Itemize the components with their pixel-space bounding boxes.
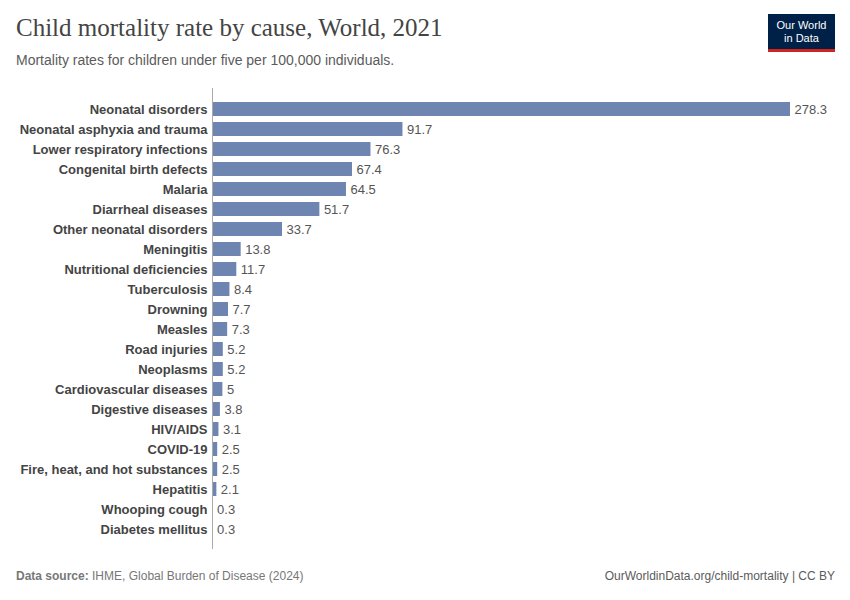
svg-text:3.1: 3.1 [223,422,241,437]
svg-text:Neonatal disorders: Neonatal disorders [90,102,208,117]
svg-text:2.5: 2.5 [222,462,240,477]
svg-text:67.4: 67.4 [356,162,381,177]
svg-text:64.5: 64.5 [350,182,375,197]
svg-text:Malaria: Malaria [163,182,209,197]
svg-text:COVID-19: COVID-19 [148,442,208,457]
svg-text:Fire, heat, and hot substances: Fire, heat, and hot substances [20,462,207,477]
svg-text:Neoplasms: Neoplasms [138,362,207,377]
svg-text:278.3: 278.3 [795,102,828,117]
svg-text:7.7: 7.7 [232,302,250,317]
svg-text:0.3: 0.3 [217,502,235,517]
svg-text:Digestive diseases: Digestive diseases [91,402,207,417]
svg-text:Diabetes mellitus: Diabetes mellitus [101,522,208,537]
html-text:Mortality rates for children u: Mortality rates for children under five … [16,52,395,68]
svg-text:Other neonatal disorders: Other neonatal disorders [53,222,208,237]
svg-text:11.7: 11.7 [241,262,265,277]
svg-text:5: 5 [227,382,234,397]
svg-text:91.7: 91.7 [407,122,432,137]
svg-text:Lower respiratory infections: Lower respiratory infections [33,142,208,157]
html-text:OurWorldinData.org/child-morta: OurWorldinData.org/child-mortality | CC … [604,569,835,583]
svg-text:Measles: Measles [157,322,208,337]
svg-text:5.2: 5.2 [227,362,245,377]
svg-text:5.2: 5.2 [227,342,245,357]
svg-text:Nutritional deficiencies: Nutritional deficiencies [64,262,207,277]
svg-text:2.1: 2.1 [221,482,239,497]
html-text:in Data: in Data [784,31,819,44]
svg-text:Cardiovascular diseases: Cardiovascular diseases [55,382,207,397]
html-text:Our World: Our World [776,18,827,31]
svg-text:3.8: 3.8 [224,402,242,417]
svg-text:51.7: 51.7 [324,202,349,217]
svg-text:HIV/AIDS: HIV/AIDS [151,422,208,437]
svg-text:Diarrheal diseases: Diarrheal diseases [93,202,208,217]
html-text:Child mortality rate by cause,: Child mortality rate by cause, World, 20… [16,14,443,41]
svg-text:Drowning: Drowning [148,302,208,317]
svg-text:33.7: 33.7 [286,222,311,237]
svg-text:Tuberculosis: Tuberculosis [128,282,208,297]
svg-text:Congenital birth defects: Congenital birth defects [59,162,208,177]
svg-text:7.3: 7.3 [232,322,250,337]
svg-text:76.3: 76.3 [375,142,400,157]
html-text:Data source: IHME, Global Burd: Data source: IHME, Global Burden of Dise… [16,569,304,583]
svg-text:Whooping cough: Whooping cough [101,502,207,517]
svg-text:13.8: 13.8 [245,242,270,257]
svg-text:Hepatitis: Hepatitis [153,482,208,497]
svg-text:2.5: 2.5 [222,442,240,457]
svg-text:Road injuries: Road injuries [125,342,207,357]
svg-text:8.4: 8.4 [234,282,252,297]
svg-text:0.3: 0.3 [217,522,235,537]
svg-text:Meningitis: Meningitis [143,242,207,257]
svg-text:Neonatal asphyxia and trauma: Neonatal asphyxia and trauma [20,122,209,137]
